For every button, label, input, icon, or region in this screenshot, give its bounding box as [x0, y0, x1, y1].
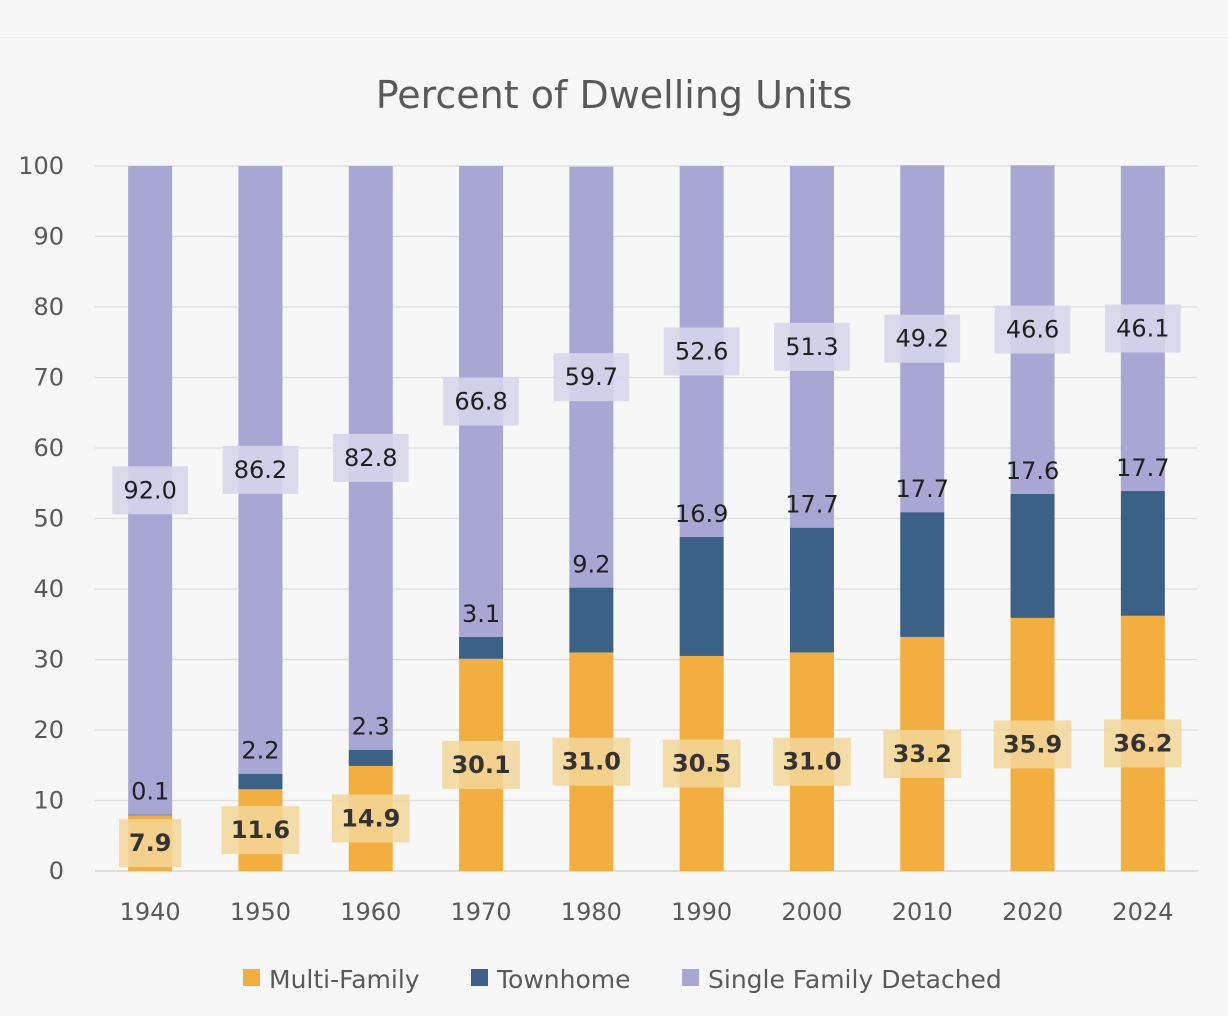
- single-family-label-box: [663, 327, 740, 376]
- single-family-label-box: [332, 433, 409, 482]
- multi-family-label-box: [331, 794, 410, 843]
- data-label-multi-family: 11.6: [231, 816, 290, 844]
- data-label-single-family-detached: 46.6: [1006, 316, 1059, 344]
- y-tick-label: 10: [33, 787, 64, 815]
- data-label-townhome: 0.1: [131, 778, 169, 806]
- x-tick-label: 1950: [230, 898, 291, 926]
- y-tick-label: 30: [33, 646, 64, 674]
- data-label-multi-family: 30.5: [672, 749, 731, 777]
- bar-segment-townhome: [900, 512, 945, 637]
- y-tick-label: 80: [33, 293, 64, 321]
- y-tick-label: 40: [33, 575, 64, 603]
- x-tick-label: 2010: [892, 898, 953, 926]
- top-strip: [0, 0, 1228, 38]
- single-family-label-box: [553, 353, 630, 402]
- data-label-single-family-detached: 92.0: [123, 476, 176, 504]
- data-label-townhome: 16.9: [675, 500, 728, 528]
- bar-segment-townhome: [128, 814, 173, 816]
- data-labels: 7.9 0.1 92.0 11.6 2.2 86.2 14.9 2.3 82.8 30.1 3.1 6…: [112, 304, 1182, 868]
- x-tick-label: 1940: [120, 898, 181, 926]
- data-label-townhome: 17.6: [1006, 457, 1059, 485]
- data-label-multi-family: 31.0: [562, 748, 621, 776]
- chart-title: Percent of Dwelling Units: [376, 73, 853, 117]
- legend-swatch-townhome: [471, 969, 488, 986]
- multi-family-label-box: [1103, 719, 1182, 768]
- x-tick-label: 1960: [340, 898, 401, 926]
- data-label-single-family-detached: 49.2: [896, 325, 949, 353]
- multi-family-label-box: [442, 740, 520, 789]
- bar-segment-townhome: [679, 536, 724, 656]
- data-label-single-family-detached: 46.1: [1116, 315, 1169, 343]
- data-label-single-family-detached: 51.3: [785, 333, 838, 361]
- bar-segment-townhome: [459, 636, 504, 659]
- bar-segment-townhome: [348, 749, 393, 766]
- single-family-label-box: [1105, 304, 1181, 353]
- legend-label-multi-family: Multi-Family: [269, 965, 420, 994]
- y-tick-label: 0: [49, 857, 64, 885]
- single-family-label-box: [994, 305, 1071, 354]
- multi-family-label-box: [221, 806, 300, 855]
- single-family-label-box: [774, 322, 850, 371]
- legend-swatch-multi-family: [243, 969, 260, 986]
- x-tick-label: 1980: [561, 898, 622, 926]
- multi-family-label-box: [552, 737, 631, 786]
- data-label-townhome: 2.3: [352, 713, 390, 741]
- x-tick-label: 2020: [1002, 898, 1063, 926]
- legend-label-single-family-detached: Single Family Detached: [708, 965, 1002, 994]
- x-axis: 1940 1950 1960 1970 1980 1990 2000 2010 2020 2024: [120, 898, 1174, 926]
- y-axis: 0 10 20 30 40 50 60 70 80 90 100: [18, 152, 64, 885]
- data-label-single-family-detached: 86.2: [234, 456, 287, 484]
- data-label-multi-family: 33.2: [893, 740, 952, 768]
- single-family-label-box: [443, 377, 519, 426]
- bar-segment-townhome: [789, 527, 834, 653]
- data-label-single-family-detached: 52.6: [675, 337, 728, 365]
- bar-segment-townhome: [238, 773, 283, 790]
- multi-family-label-box: [662, 739, 741, 788]
- data-label-multi-family: 30.1: [451, 751, 510, 779]
- y-tick-label: 90: [33, 223, 64, 251]
- bar-segment-townhome: [569, 587, 614, 653]
- x-tick-label: 1990: [671, 898, 732, 926]
- y-tick-label: 50: [33, 505, 64, 533]
- legend: Multi-Family Townhome Single Family Detach…: [243, 965, 1002, 994]
- x-tick-label: 1970: [451, 898, 512, 926]
- bar-segment-townhome: [1120, 491, 1165, 616]
- bar-segment-townhome: [1010, 493, 1055, 618]
- y-tick-label: 20: [33, 716, 64, 744]
- single-family-label-box: [884, 314, 961, 363]
- legend-label-townhome: Townhome: [496, 965, 630, 994]
- data-label-single-family-detached: 82.8: [344, 444, 397, 472]
- data-label-single-family-detached: 59.7: [565, 363, 618, 391]
- y-tick-label: 70: [33, 364, 64, 392]
- data-label-multi-family: 35.9: [1003, 730, 1062, 758]
- single-family-label-box: [222, 445, 299, 494]
- data-label-townhome: 17.7: [1116, 454, 1169, 482]
- multi-family-label-box: [993, 720, 1072, 769]
- legend-swatch-single-family-detached: [682, 969, 699, 986]
- multi-family-label-box: [118, 819, 182, 868]
- data-label-townhome: 3.1: [462, 600, 500, 628]
- data-label-multi-family: 36.2: [1113, 729, 1172, 757]
- data-label-townhome: 17.7: [785, 491, 838, 519]
- y-tick-label: 100: [18, 152, 64, 180]
- data-label-townhome: 9.2: [572, 551, 610, 579]
- data-label-townhome: 2.2: [241, 737, 279, 765]
- single-family-label-box: [112, 466, 188, 515]
- data-label-multi-family: 7.9: [129, 829, 172, 857]
- multi-family-label-box: [883, 729, 962, 778]
- data-label-multi-family: 31.0: [782, 748, 841, 776]
- data-label-townhome: 17.7: [896, 475, 949, 503]
- multi-family-label-box: [773, 737, 851, 786]
- y-tick-label: 60: [33, 434, 64, 462]
- x-tick-label: 2000: [781, 898, 842, 926]
- x-tick-label: 2024: [1112, 898, 1173, 926]
- data-label-multi-family: 14.9: [341, 804, 400, 832]
- data-label-single-family-detached: 66.8: [454, 387, 507, 415]
